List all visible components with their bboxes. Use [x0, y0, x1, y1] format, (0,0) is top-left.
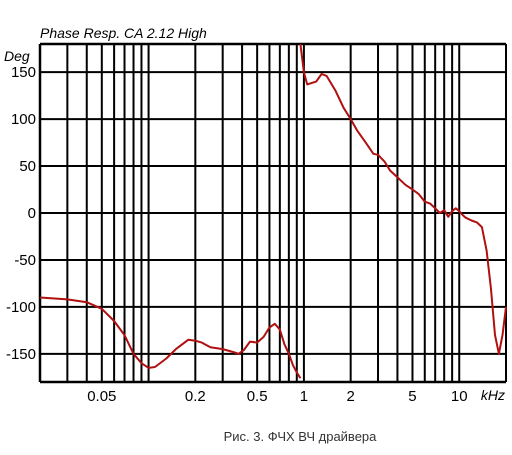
- x-tick-label: 0.5: [247, 388, 268, 405]
- figure-caption: Рис. 3. ФЧХ ВЧ драйвера: [224, 429, 378, 444]
- chart-title: Phase Resp. CA 2.12 High: [40, 25, 207, 41]
- tick-labels: 150 100 50 0 -50 -100 -150 0.05 0.2 0.5 1 2 5 10: [6, 64, 468, 405]
- y-tick-label: -150: [6, 346, 36, 363]
- x-tick-label: 10: [451, 388, 468, 405]
- phase-series-line: [299, 43, 507, 355]
- text-layer: Phase Resp. CA 2.12 High Deg kHz Рис. 3.…: [4, 25, 505, 444]
- phase-series-line: [39, 296, 302, 379]
- series-layer: [39, 43, 507, 379]
- x-tick-label: 0.2: [185, 388, 206, 405]
- y-tick-label: 50: [19, 158, 36, 175]
- y-axis-label: Deg: [4, 48, 30, 64]
- x-tick-label: 0.05: [87, 388, 116, 405]
- y-tick-label: 150: [11, 64, 36, 81]
- grid-lines: [38, 42, 507, 384]
- x-tick-label: 2: [346, 388, 354, 405]
- x-tick-label: 5: [408, 388, 416, 405]
- x-tick-label: 1: [300, 388, 308, 405]
- y-tick-label: 100: [11, 111, 36, 128]
- y-tick-label: -100: [6, 299, 36, 316]
- y-tick-label: 0: [28, 205, 36, 222]
- x-axis-unit: kHz: [481, 387, 505, 403]
- y-tick-label: -50: [14, 252, 36, 269]
